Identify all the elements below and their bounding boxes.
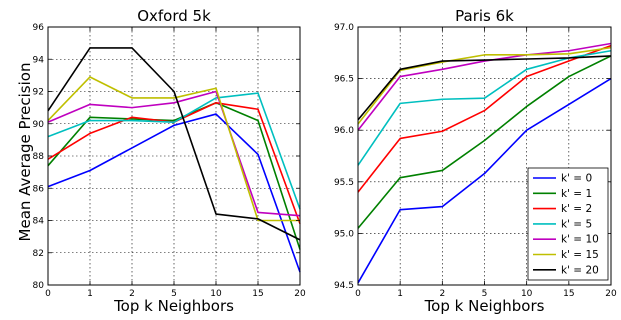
- x-tick-label: 5: [171, 289, 177, 299]
- y-tick-label: 96: [33, 23, 45, 33]
- legend-label: k' = 5: [561, 218, 592, 230]
- series-line-k0: [47, 113, 301, 273]
- oxford-5k-chart: 80 82 84 86 88 90 92 94 96 0 1 2 5 10 15 20 Oxford 5k Top…: [33, 7, 306, 315]
- series-line-k0: [357, 77, 612, 284]
- y-tick-label: 95.5: [334, 178, 354, 188]
- shared-y-axis-label: Mean Average Precision: [16, 63, 34, 242]
- x-tick-label: 15: [252, 289, 263, 299]
- y-tick-label: 97.0: [334, 23, 354, 33]
- series-line-k10: [47, 90, 301, 217]
- x-tick-label: 1: [397, 289, 403, 299]
- legend-label: k' = 2: [561, 203, 592, 215]
- y-tick-label: 94: [33, 55, 45, 65]
- x-tick-label: 0: [355, 289, 361, 299]
- series-line-k1: [357, 55, 612, 229]
- x-tick-label: 5: [482, 289, 488, 299]
- y-tick-label: 82: [33, 249, 44, 259]
- series-line-k10: [357, 42, 612, 131]
- y-tick-label: 88: [33, 152, 45, 162]
- x-tick-label: 1: [87, 289, 93, 299]
- y-tick-label: 94.5: [334, 281, 354, 291]
- legend-label: k' = 1: [561, 188, 592, 200]
- chart-title: Oxford 5k: [137, 7, 211, 25]
- x-tick-label: 10: [521, 289, 533, 299]
- x-tick-label: 20: [605, 289, 617, 299]
- y-tick-label: 92: [33, 88, 44, 98]
- x-axis-label: Top k Neighbors: [424, 297, 545, 315]
- paris-6k-chart: 94.5 95.0 95.5 96.0 96.5 97.0 0 1 2 5 10 15 20 Paris …: [334, 7, 617, 315]
- x-tick-label: 2: [129, 289, 135, 299]
- y-tick-label: 95.0: [334, 229, 354, 239]
- series-line-k5: [47, 92, 301, 210]
- x-tick-label: 20: [294, 289, 306, 299]
- series-line-k20: [357, 55, 612, 121]
- series-line-k1: [47, 101, 301, 250]
- legend-label: k' = 15: [561, 249, 599, 261]
- x-axis-label: Top k Neighbors: [113, 297, 234, 315]
- legend-label: k' = 20: [561, 264, 599, 276]
- y-tick-label: 84: [33, 217, 45, 227]
- series-line-k20: [47, 47, 301, 241]
- y-tick-label: 80: [33, 281, 45, 291]
- x-tick-label: 10: [210, 289, 222, 299]
- chart-title: Paris 6k: [455, 7, 514, 25]
- series-line-k2: [357, 44, 612, 193]
- x-tick-label: 15: [563, 289, 574, 299]
- x-tick-label: 2: [439, 289, 445, 299]
- legend-label: k' = 0: [561, 173, 592, 185]
- y-tick-label: 96.0: [334, 126, 354, 136]
- y-tick-label: 96.5: [334, 75, 354, 85]
- legend-label: k' = 10: [561, 234, 599, 246]
- legend: k' = 0 k' = 1 k' = 2 k' = 5 k' = 10 k' = 15 k'…: [527, 167, 609, 281]
- series-line-k15: [47, 76, 300, 222]
- y-tick-label: 86: [33, 184, 45, 194]
- y-tick-label: 90: [33, 120, 45, 130]
- x-tick-label: 0: [45, 289, 51, 299]
